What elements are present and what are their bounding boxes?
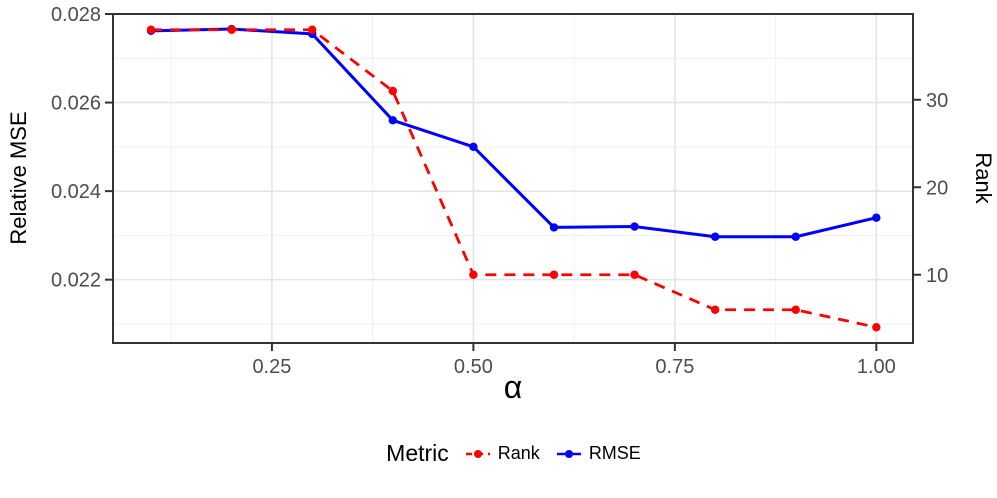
chart-legend: Metric Rank RMSE: [15, 440, 997, 467]
legend-label-rmse: RMSE: [588, 443, 641, 463]
x-axis-title: α: [504, 369, 523, 405]
rank-point: [710, 305, 720, 314]
rmse-point: [549, 223, 559, 232]
rmse-point: [710, 232, 720, 241]
rank-point: [872, 323, 881, 332]
rank-point: [388, 86, 398, 96]
x-tick-label: 1.00: [857, 356, 896, 378]
rank-point: [227, 25, 236, 34]
y-left-tick-label: 0.026: [51, 93, 101, 115]
rmse-point: [872, 213, 881, 222]
rank-point: [308, 25, 317, 34]
rank-point: [469, 270, 478, 279]
rank-point: [630, 270, 639, 279]
rank-legend-key-icon: [465, 449, 490, 458]
rmse-line: [151, 27, 877, 239]
legend-title: Metric: [386, 440, 449, 466]
x-tick-label: 0.50: [454, 356, 493, 378]
y-axis-title-left: Relative MSE: [6, 111, 31, 244]
y-right-tick-label: 20: [926, 177, 948, 199]
chart-canvas: Relative MSE Rank α 0.028 0.026 0.024 0.022…: [6, 4, 996, 405]
legend-item-rmse: RMSE: [556, 443, 641, 464]
y-axis-title-right: Rank: [971, 152, 996, 204]
x-tick-label: 0.75: [655, 356, 694, 378]
legend-label-rank: Rank: [497, 443, 540, 463]
rmse-legend-key-icon: [556, 449, 581, 458]
legend-item-rank: Rank: [465, 443, 540, 464]
panel-border: [112, 13, 914, 344]
y-left-tick-label: 0.022: [51, 270, 101, 292]
y-right-tick-label: 30: [926, 90, 948, 112]
y-right-tick-label: 10: [926, 265, 948, 287]
rmse-point: [630, 222, 639, 231]
rmse-point: [388, 116, 398, 125]
x-tick-label: 0.25: [252, 356, 291, 378]
rmse-point: [469, 142, 478, 152]
rank-point: [549, 270, 559, 279]
rank-point: [791, 305, 800, 314]
y-left-tick-label: 0.028: [51, 4, 101, 26]
rank-point: [146, 25, 156, 34]
y-left-tick-label: 0.024: [51, 181, 101, 203]
rmse-point: [791, 232, 800, 241]
rank-line: [151, 28, 877, 329]
